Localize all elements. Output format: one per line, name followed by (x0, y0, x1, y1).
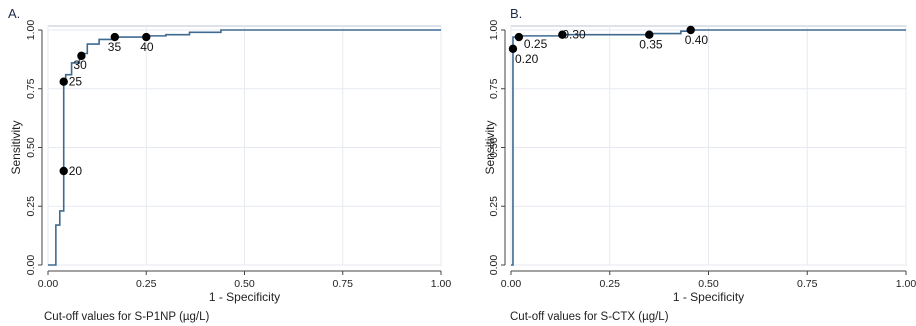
cutoff-point (142, 32, 151, 42)
y-tick-label: 0.75 (25, 78, 37, 99)
x-tick-label: 0.00 (38, 278, 59, 290)
cutoff-point (59, 166, 68, 176)
cutoff-point-label: 40 (140, 40, 154, 54)
y-tick-label: 0.50 (25, 137, 37, 158)
roc-panel-b: 0.00 0.25 0.50 0.75 1.00 0.00 0.25 0.50 0.75 1.00… (483, 6, 916, 323)
x-tick-label: 0.25 (600, 278, 621, 290)
roc-panel-a: 0.00 0.25 0.50 0.75 1.00 0.00 0.25 0.50 0.75 1.00… (8, 6, 451, 323)
y-tick-label: 0.00 (25, 255, 37, 276)
y-tick-label: 0.25 (25, 196, 37, 217)
y-tick-label: 1.00 (25, 20, 37, 41)
x-tick-label: 1.00 (431, 278, 452, 290)
cutoff-point (514, 32, 524, 42)
y-axis-title: Sensitivity (9, 120, 23, 174)
x-tick-label: 0.00 (501, 278, 522, 290)
cutoff-point-label: 0.35 (639, 38, 663, 52)
cutoff-point (645, 30, 654, 39)
x-tick-label: 0.50 (234, 278, 255, 290)
y-tick-label: 0.25 (488, 196, 500, 217)
x-tick-label: 0.75 (797, 278, 818, 290)
panel-label: A. (8, 6, 20, 21)
cutoff-point-label: 25 (69, 75, 83, 89)
cutoff-point (77, 51, 86, 61)
cutoff-point (59, 77, 68, 86)
x-axis-title: 1 - Specificity (209, 290, 280, 304)
cutoff-point-label: 0.20 (515, 52, 539, 66)
cutoff-note: Cut-off values for S-CTX (µg/L) (510, 311, 669, 323)
cutoff-point-label: 30 (73, 58, 87, 72)
cutoff-point (508, 44, 518, 53)
y-tick-label: 0.00 (488, 255, 500, 276)
cutoff-point-label: 20 (69, 164, 83, 178)
x-tick-label: 1.00 (896, 278, 916, 290)
cutoff-note: Cut-off values for S-P1NP (µg/L) (44, 311, 210, 323)
y-tick-label: 0.50 (488, 137, 500, 158)
x-tick-label: 0.25 (136, 278, 157, 290)
cutoff-point (558, 30, 567, 39)
panel-label: B. (510, 6, 522, 21)
cutoff-point-label: 0.30 (562, 28, 586, 42)
cutoff-point-label: 35 (108, 40, 122, 54)
cutoff-point-label: 0.40 (685, 33, 709, 47)
y-axis-title: Sensitivity (483, 120, 497, 174)
x-axis-title: 1 - Specificity (673, 290, 744, 304)
cutoff-point (110, 32, 120, 42)
cutoff-point (686, 25, 695, 35)
y-tick-label: 0.75 (488, 78, 500, 99)
cutoff-point-label: 0.25 (524, 37, 548, 51)
roc-curve (48, 29, 441, 266)
x-tick-label: 0.50 (698, 278, 719, 290)
x-tick-label: 0.75 (333, 278, 354, 290)
y-tick-label: 1.00 (488, 20, 500, 41)
